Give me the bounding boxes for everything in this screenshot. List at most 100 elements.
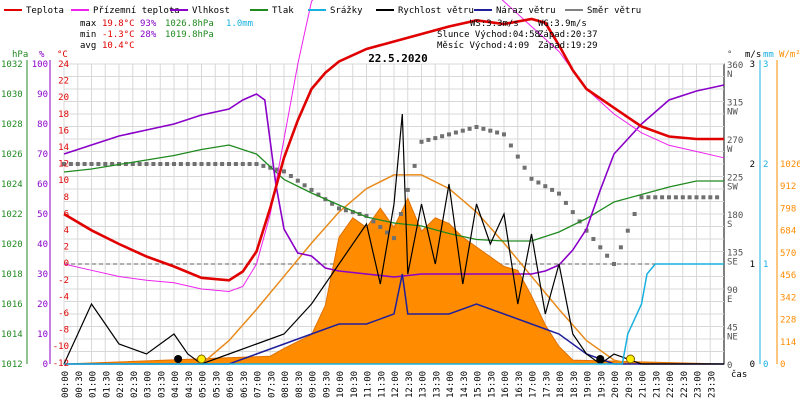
time-tick-label: 02:00 (116, 371, 126, 398)
hpa-axis-unit: hPa (12, 50, 28, 60)
time-tick-label: 20:30 (625, 371, 635, 398)
wind-direction-point (694, 195, 699, 200)
deg-axis-unit: ° (727, 50, 732, 60)
stat-max-temp: 19.8°C (102, 19, 135, 29)
pct-tick-label: 20 (37, 300, 48, 310)
time-tick-label: 02:30 (130, 371, 140, 398)
celsius-tick-label: 18 (58, 110, 69, 120)
time-tick-label: 09:30 (322, 371, 332, 398)
wind-direction-point (130, 162, 135, 166)
celsius-tick-label: 2 (64, 243, 69, 253)
time-tick-label: 12:00 (391, 371, 401, 398)
wm2-tick-label: 570 (780, 249, 796, 259)
time-tick-label: 14:30 (460, 371, 470, 398)
wm2-tick-label: 912 (780, 182, 796, 192)
time-tick-label: 01:30 (102, 371, 112, 398)
wind-direction-point (398, 212, 403, 216)
direction-tick-name: S (727, 220, 732, 230)
mm-tick-label: 2 (763, 160, 768, 170)
wind-direction-point (673, 195, 678, 200)
wind-direction-point (598, 245, 603, 250)
celsius-tick-label: -10 (53, 342, 69, 352)
legend-label: Tlak (272, 6, 294, 16)
stat-max-label: max (80, 19, 97, 29)
wind-direction-point (584, 228, 589, 233)
celsius-tick-label: 12 (58, 160, 69, 170)
time-tick-label: 15:30 (487, 371, 497, 398)
wm2-tick-label: 798 (780, 204, 796, 214)
wind-direction-point (137, 162, 142, 166)
wind-direction-point (316, 192, 321, 197)
info-wind-gust: WG:3.9m/s (538, 19, 587, 29)
time-tick-label: 13:00 (419, 371, 429, 398)
pct-tick-label: 80 (37, 120, 48, 130)
time-tick-label: 03:00 (144, 371, 154, 398)
wind-direction-point (639, 195, 644, 200)
time-tick-label: 05:00 (199, 371, 209, 398)
hpa-tick-label: 1014 (1, 330, 23, 340)
wind-direction-point (82, 162, 87, 166)
ground-temperature-line (63, 0, 725, 293)
time-tick-label: 16:30 (515, 371, 525, 398)
pct-tick-label: 70 (37, 150, 48, 160)
wind-direction-point (337, 206, 341, 211)
info-moon-set: Západ:19:29 (538, 41, 598, 51)
moonrise-marker (174, 355, 183, 363)
wind-direction-point (646, 195, 651, 200)
wind-speed-line (63, 113, 724, 365)
time-tick-label: 04:00 (171, 371, 181, 398)
wind-gust-line (64, 273, 724, 365)
wind-direction-point (89, 162, 94, 166)
wind-direction-point (618, 245, 623, 250)
wm2-tick-label: 1026 (780, 160, 800, 170)
time-tick-label: 04:30 (185, 371, 195, 398)
time-tick-label: 17:00 (529, 371, 539, 398)
stat-min-pressure: 1019.8hPa (165, 30, 214, 40)
wind-direction-point (529, 176, 534, 181)
hpa-tick-label: 1012 (1, 360, 23, 370)
humidity-line (63, 84, 725, 278)
wind-direction-point (144, 162, 149, 166)
wind-direction-point (254, 162, 259, 166)
time-tick-label: 15:00 (474, 371, 484, 398)
info-moon-rise: Měsíc Východ:4:09 (437, 41, 529, 51)
wind-direction-point (522, 165, 527, 170)
wind-direction-point (536, 180, 541, 185)
time-tick-label: 16:00 (501, 371, 511, 398)
mm-tick-label: 0 (763, 360, 768, 370)
time-tick-label: 01:00 (89, 371, 99, 398)
celsius-tick-label: -8 (58, 326, 69, 336)
direction-tick-degrees: 90 (727, 286, 738, 296)
wind-direction-point (412, 163, 417, 168)
time-tick-label: 19:00 (584, 371, 594, 398)
legend-label: Rychlost větru (398, 6, 474, 16)
moonset-marker (596, 355, 605, 363)
wind-direction-point (543, 184, 548, 189)
legend-label: Náraz větru (496, 6, 556, 16)
wm2-tick-label: 342 (780, 293, 796, 303)
wind-direction-point (481, 126, 486, 131)
hpa-tick-label: 1028 (1, 120, 23, 130)
stat-avg-temp: 10.4°C (102, 41, 135, 51)
time-tick-label: 03:30 (157, 371, 167, 398)
wind-direction-point (378, 225, 383, 229)
celsius-tick-label: 20 (58, 93, 69, 103)
pct-axis-unit: % (39, 50, 45, 60)
time-tick-label: 08:00 (281, 371, 291, 398)
time-tick-label: 06:30 (240, 371, 250, 398)
wind-direction-point (103, 162, 108, 166)
wind-direction-point (158, 162, 163, 166)
direction-tick-name: NE (727, 333, 738, 343)
wind-direction-point (515, 154, 520, 159)
celsius-tick-label: 6 (64, 209, 69, 219)
celsius-tick-label: 10 (58, 176, 69, 186)
direction-tick-degrees: 360 (727, 61, 743, 71)
stat-min-label: min (80, 30, 96, 40)
ms-tick-label: 2 (750, 160, 755, 170)
wind-direction-point (330, 201, 335, 206)
pct-tick-label: 50 (37, 210, 48, 220)
wind-direction-point (192, 162, 197, 166)
celsius-tick-label: -2 (58, 276, 69, 286)
wind-direction-point (247, 162, 252, 166)
time-tick-label: 18:00 (556, 371, 566, 398)
